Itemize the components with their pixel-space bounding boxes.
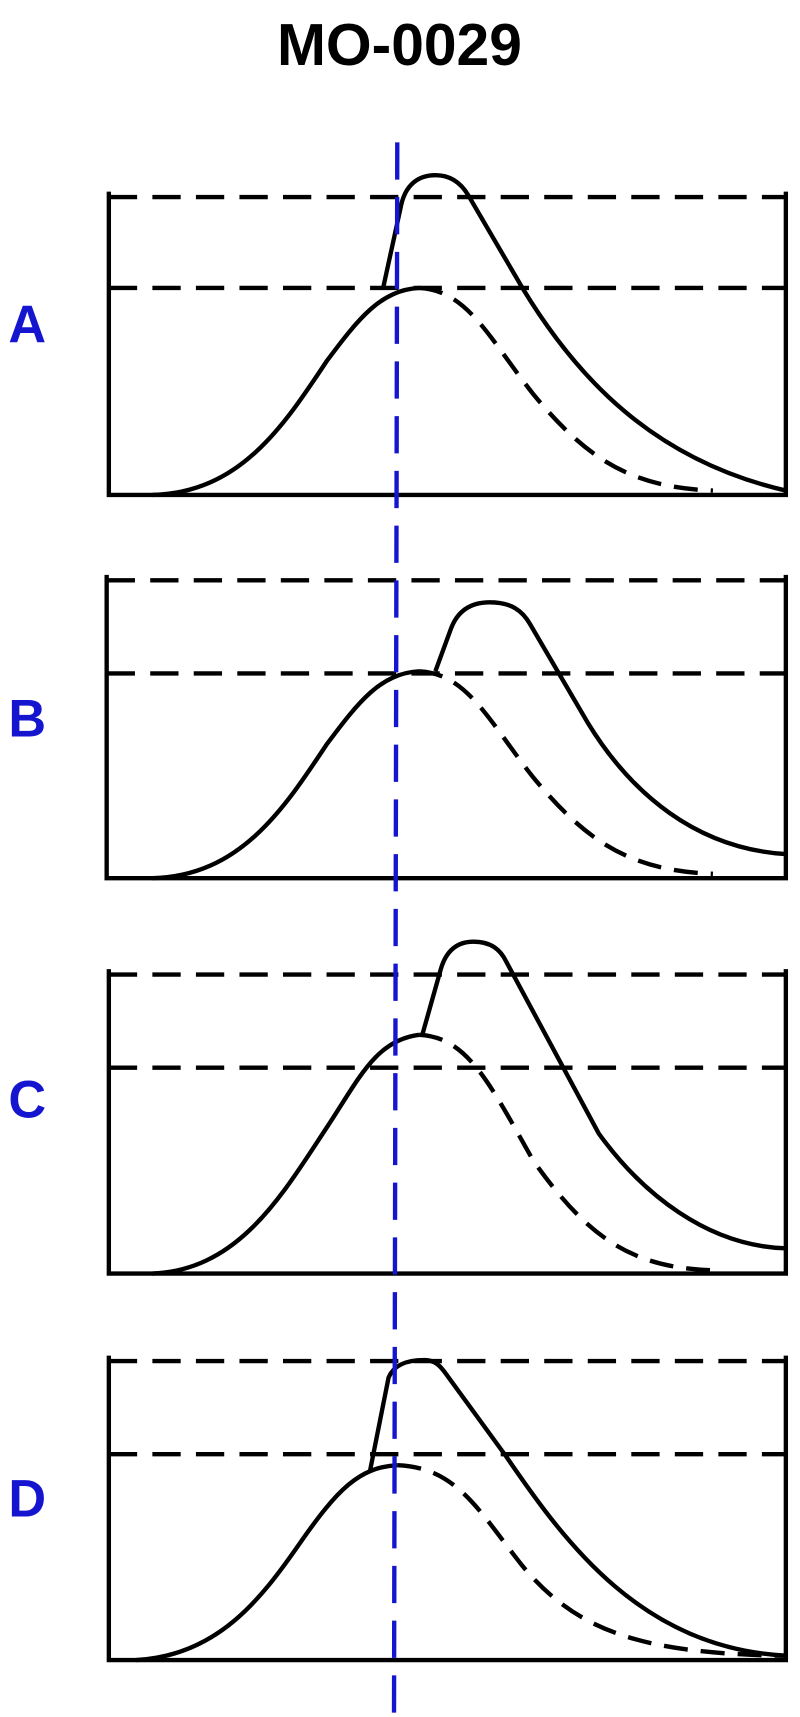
shifted-curve — [433, 600, 786, 857]
shifted-curve — [420, 939, 786, 1251]
panel-frame — [106, 969, 789, 1276]
baseline-curve — [152, 1032, 420, 1276]
panel-frame — [106, 1355, 789, 1663]
shifted-curve — [381, 173, 787, 493]
panel-label: D — [8, 1470, 46, 1528]
panel-frame — [106, 191, 789, 498]
panel-frame — [104, 574, 789, 881]
panel-a: A — [8, 173, 789, 498]
baseline-curve-dashed — [418, 669, 714, 877]
title: MO-0029 — [277, 13, 522, 78]
baseline-curve-dashed — [418, 1032, 713, 1273]
panel-label: C — [8, 1072, 46, 1130]
shifted-curve — [367, 1357, 786, 1658]
baseline-curve — [152, 669, 420, 881]
panel-b: B — [8, 574, 789, 881]
panel-c: C — [8, 939, 789, 1276]
baseline-curve-dashed — [418, 285, 714, 493]
baseline-curve — [135, 1462, 398, 1663]
panel-label: B — [8, 690, 46, 748]
panel-label: A — [8, 296, 46, 354]
panel-d: D — [8, 1355, 789, 1663]
baseline-curve-dashed — [397, 1462, 784, 1658]
reference-line — [391, 142, 400, 1717]
baseline-curve — [152, 285, 420, 498]
